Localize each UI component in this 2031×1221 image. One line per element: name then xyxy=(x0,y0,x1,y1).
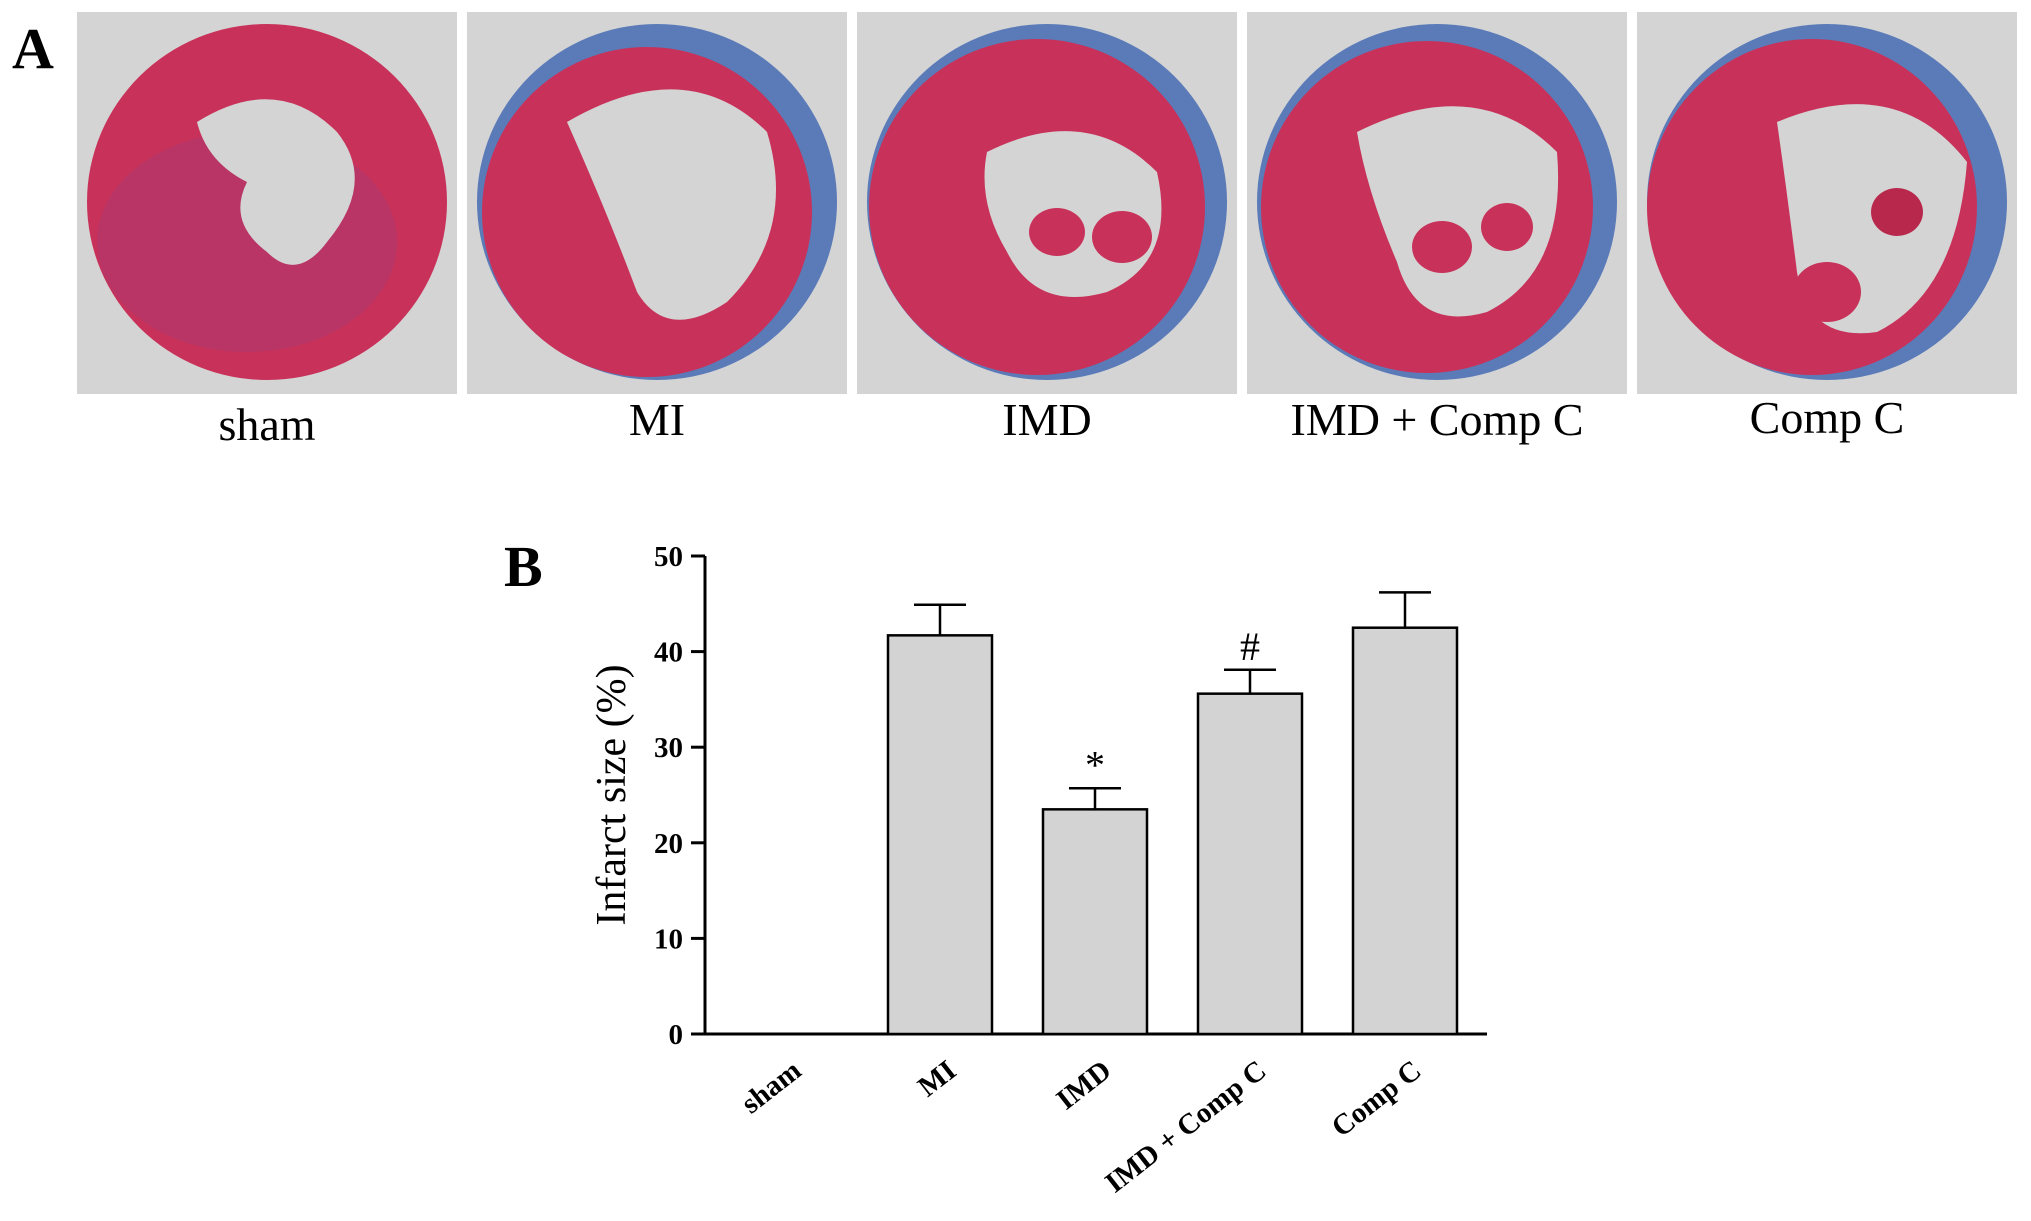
heart-section-drawing xyxy=(1647,24,2007,380)
image-label-imd: IMD xyxy=(1002,394,1092,445)
x-category-label: sham xyxy=(736,1054,808,1120)
infarct-size-bar-chart: 0 10 20 30 40 50 Infarct size (%) sham MI * IMD # IM… xyxy=(589,541,1487,1199)
heart-section-drawing xyxy=(477,24,837,380)
heart-section-image-imd xyxy=(857,12,1237,394)
image-label-comp-c: Comp C xyxy=(1749,392,1905,443)
chart-layer: 0 10 20 30 40 50 Infarct size (%) sham MI * IMD # IM… xyxy=(589,541,1487,1199)
histology-image-row: sham MI IMD IMD + Comp C Comp C xyxy=(77,12,2017,448)
y-tick-label: 40 xyxy=(654,637,683,669)
x-category-label: MI xyxy=(912,1054,962,1103)
significance-marker: * xyxy=(1085,742,1105,787)
image-label-mi: MI xyxy=(628,394,686,445)
image-label-imd-comp-c: IMD + Comp C xyxy=(1290,394,1584,445)
x-category-label: IMD + Comp C xyxy=(1099,1054,1272,1199)
bar xyxy=(1351,626,1459,1036)
y-tick-label: 30 xyxy=(654,732,683,764)
y-axis-label: Infarct size (%) xyxy=(589,664,635,925)
significance-marker: # xyxy=(1240,624,1260,669)
y-tick-label: 20 xyxy=(654,828,683,860)
panel-b-letter: B xyxy=(504,534,543,599)
heart-section-image-sham xyxy=(77,12,457,394)
bar xyxy=(1041,808,1149,1036)
heart-section-drawing xyxy=(867,24,1227,380)
x-category-label: Comp C xyxy=(1326,1054,1428,1143)
image-label-sham: sham xyxy=(218,399,316,450)
heart-section-drawing xyxy=(87,24,447,380)
y-tick-label: 10 xyxy=(654,923,683,955)
y-tick-label: 0 xyxy=(669,1019,684,1051)
panel-a-letter: A xyxy=(12,16,54,81)
heart-section-image-mi xyxy=(467,12,847,394)
bar xyxy=(886,634,994,1036)
heart-section-image-imd-comp-c xyxy=(1247,12,1627,394)
heart-section-drawing xyxy=(1257,24,1617,380)
y-tick-label: 50 xyxy=(654,541,683,573)
bar xyxy=(1196,692,1304,1036)
x-category-label: IMD xyxy=(1051,1054,1118,1116)
heart-section-image-comp-c xyxy=(1637,12,2017,394)
